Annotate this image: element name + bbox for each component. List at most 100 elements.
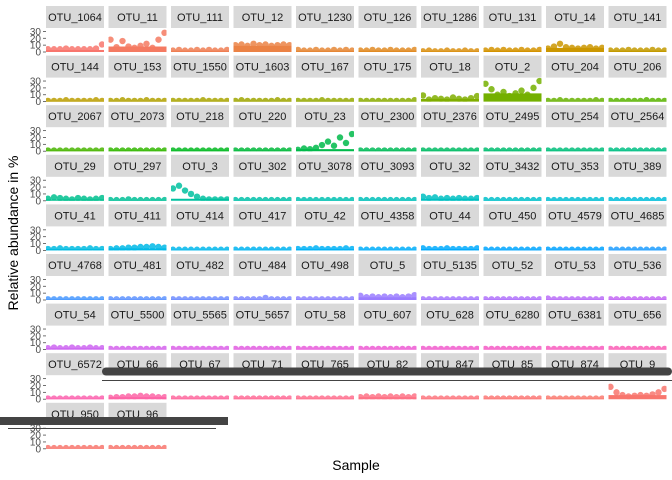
data-point	[592, 296, 600, 300]
data-point	[336, 296, 344, 300]
data-point	[461, 395, 469, 400]
data-point	[473, 48, 479, 52]
data-point	[161, 244, 167, 251]
data-point	[437, 95, 445, 102]
facet-panel: OTU_66	[108, 353, 167, 400]
facet-strip-label: OTU_5	[370, 260, 405, 272]
facet-strip-label: OTU_2067	[48, 111, 102, 123]
data-point	[649, 246, 656, 251]
data-point	[437, 245, 445, 251]
data-point	[643, 392, 650, 399]
data-point	[405, 293, 412, 300]
data-point	[80, 195, 88, 201]
data-point	[262, 41, 269, 48]
y-tick-label: 30	[30, 77, 42, 88]
y-tick-label: 0	[35, 97, 41, 108]
y-tick-label: 20	[30, 331, 42, 342]
data-point	[268, 345, 275, 350]
data-point	[161, 393, 167, 400]
facet-strip-label: OTU_14	[554, 12, 596, 24]
data-point	[500, 246, 507, 251]
data-point	[455, 48, 463, 52]
data-point	[613, 389, 620, 396]
data-point	[358, 345, 364, 350]
y-tick-label: 10	[30, 388, 42, 399]
abundance-band	[546, 47, 604, 52]
facet-strip	[608, 55, 667, 78]
y-tick-label: 0	[35, 147, 41, 158]
data-point	[324, 47, 332, 52]
data-point	[113, 147, 120, 152]
data-point	[274, 345, 281, 350]
facet-strip-label: OTU_6572	[48, 359, 102, 371]
data-point	[580, 246, 588, 251]
data-point	[62, 97, 70, 102]
data-point	[387, 147, 394, 152]
y-tick-label: 0	[35, 196, 41, 207]
data-point	[274, 41, 281, 49]
facet-panel: OTU_5565	[171, 303, 229, 350]
data-point	[50, 46, 58, 52]
facet-strip-label: OTU_1286	[423, 12, 477, 24]
data-point	[324, 345, 332, 350]
y-tick-label: 0	[35, 48, 41, 59]
y-tick-label: 10	[30, 189, 42, 200]
data-point	[280, 97, 287, 102]
horizontal-scrollbar-row10[interactable]	[0, 417, 228, 425]
data-point	[399, 246, 406, 251]
facet-panel: OTU_11	[108, 6, 167, 52]
facet-strip-label: OTU_5657	[236, 310, 290, 322]
data-point	[455, 194, 463, 201]
facet-panel: OTU_5	[358, 254, 417, 300]
data-point	[381, 196, 388, 201]
data-point	[580, 296, 588, 300]
facet-panel: OTU_353	[546, 154, 604, 201]
data-point	[592, 246, 600, 251]
data-point	[336, 47, 344, 52]
horizontal-scrollbar-row9[interactable]	[102, 367, 672, 376]
data-point	[199, 395, 207, 400]
data-point	[171, 97, 177, 102]
data-point	[336, 345, 344, 350]
data-point	[131, 97, 138, 102]
data-point	[119, 444, 126, 449]
data-point	[375, 294, 382, 300]
facet-strip	[421, 154, 479, 177]
facet-panel: OTU_5500	[108, 303, 167, 350]
data-point	[546, 345, 552, 350]
data-point	[233, 147, 239, 152]
data-point	[286, 246, 292, 251]
data-point	[562, 147, 570, 152]
facet-strip	[108, 6, 167, 28]
data-point	[381, 147, 388, 152]
data-point	[342, 46, 350, 52]
data-point	[296, 196, 302, 201]
data-point	[363, 246, 370, 251]
data-point	[262, 246, 269, 251]
facet-panel: OTU_220	[233, 105, 292, 152]
facet-strip	[483, 105, 542, 128]
facet-strip-label: OTU_153	[114, 62, 162, 74]
data-point	[546, 45, 552, 52]
facet-strip-label: OTU_52	[492, 260, 534, 272]
data-point	[46, 147, 52, 152]
data-point	[488, 196, 495, 201]
facet-strip-label: OTU_498	[301, 260, 349, 272]
data-point	[113, 444, 120, 449]
data-point	[393, 47, 400, 52]
facet-panel: OTU_2073	[108, 105, 167, 152]
facet-strip-label: OTU_141	[614, 12, 662, 24]
data-point	[274, 395, 281, 400]
facet-strip	[296, 154, 354, 177]
data-point	[336, 97, 344, 102]
data-point	[175, 147, 183, 152]
facet-strip-label: OTU_417	[239, 210, 287, 222]
data-point	[46, 444, 52, 449]
data-point	[256, 196, 263, 201]
data-point	[631, 147, 638, 152]
facet-strip-label: OTU_414	[176, 210, 224, 222]
data-point	[125, 43, 132, 50]
data-point	[425, 147, 433, 152]
facet-panel: OTU_254	[546, 105, 604, 152]
